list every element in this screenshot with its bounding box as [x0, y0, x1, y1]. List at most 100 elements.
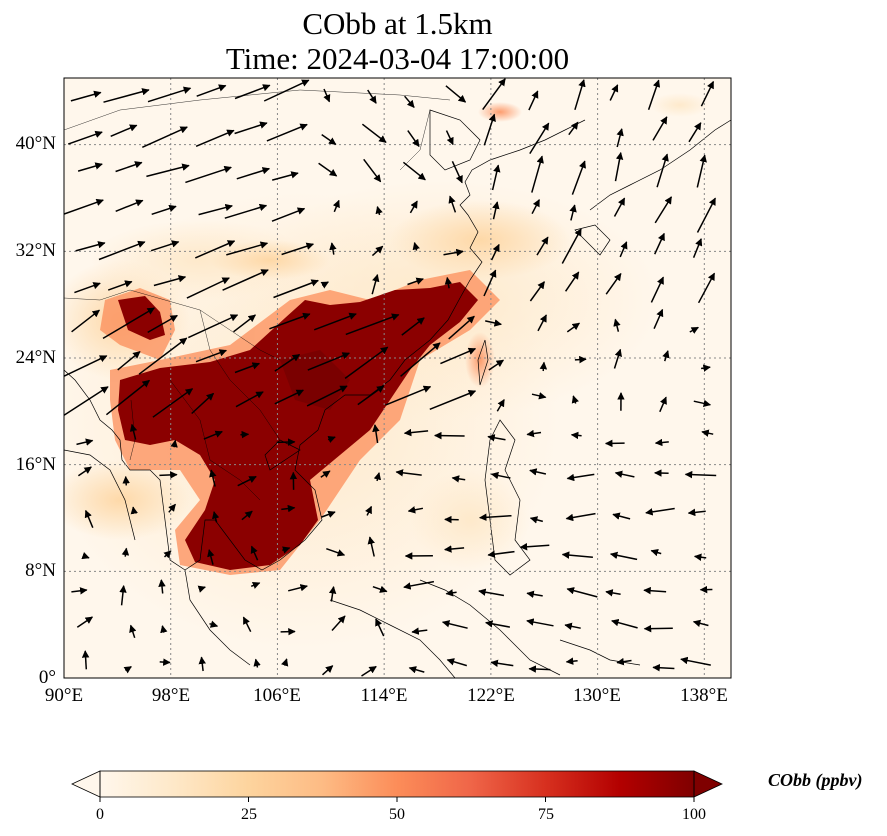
wind-vector-arrow: [485, 620, 511, 628]
wind-vector-arrow: [385, 385, 432, 406]
wind-vector-arrow: [491, 164, 501, 191]
wind-vector-arrow: [234, 362, 261, 374]
wind-vector-arrow: [614, 151, 624, 182]
wind-vector-arrow: [151, 204, 177, 216]
wind-vector-arrow: [236, 167, 271, 180]
wind-vector-arrow: [115, 199, 144, 212]
wind-vector-arrow: [429, 390, 477, 410]
wind-vector-arrow: [605, 589, 621, 597]
wind-vector-arrow: [272, 171, 299, 181]
wind-vector-arrow: [320, 470, 331, 478]
wind-vector-arrow: [496, 398, 505, 412]
wind-vector-arrow: [271, 207, 306, 222]
wind-vector-arrow: [361, 123, 387, 143]
wind-vector-arrow: [276, 438, 296, 446]
wind-vector-arrow: [159, 471, 178, 479]
lon-tick-label-106: 106°E: [253, 685, 301, 706]
wind-vector-arrow: [207, 549, 215, 565]
wind-vectors: [64, 78, 717, 677]
wind-vector-arrow: [647, 79, 661, 110]
wind-vector-arrow: [696, 197, 716, 233]
wind-vector-arrow: [404, 95, 415, 108]
wind-vector-arrow: [659, 396, 667, 413]
wind-vector-arrow: [662, 350, 670, 362]
wind-vector-arrow: [329, 242, 337, 255]
wind-vector-arrow: [71, 309, 100, 333]
wind-vector-arrow: [692, 238, 703, 258]
wind-vector-arrow: [531, 199, 540, 215]
wind-vector-arrow: [531, 392, 547, 400]
wind-vector-arrow: [613, 348, 622, 369]
wind-vector-arrow: [528, 665, 551, 673]
wind-vector-arrow: [195, 349, 228, 363]
colorbar-tick-75: 75: [538, 806, 554, 823]
wind-vector-arrow: [693, 553, 707, 561]
wind-vector-arrow: [444, 276, 453, 289]
wind-vector-arrow: [395, 469, 422, 477]
wind-vector-arrow: [490, 659, 514, 668]
wind-vector-arrow: [196, 84, 227, 97]
wind-vector-arrow: [492, 201, 500, 220]
wind-vector-arrow: [680, 656, 711, 666]
wind-vector-arrow: [75, 241, 106, 252]
wind-vector-arrow: [565, 657, 578, 665]
wind-vector-arrow: [64, 386, 109, 417]
wind-vector-arrow: [561, 551, 593, 559]
wind-vector-arrow: [77, 162, 103, 172]
lat-tick-label-24: 24°N: [15, 347, 56, 368]
wind-vector-arrow: [444, 545, 465, 553]
wind-vector-arrow: [609, 551, 638, 561]
wind-vector-arrow: [565, 512, 596, 522]
wind-vector-arrow: [119, 585, 127, 606]
wind-vector-arrow: [652, 116, 668, 141]
map-title-line2: Time: 2024-03-04 17:00:00: [225, 41, 570, 76]
colorbar-label: CObb (ppbv): [768, 770, 863, 790]
wind-vector-arrow: [656, 153, 669, 188]
wind-vector-arrow: [306, 385, 348, 407]
lat-tick-label-0: 0°: [38, 667, 56, 688]
wind-vector-arrow: [528, 90, 539, 111]
wind-vector-arrow: [81, 650, 90, 670]
wind-vector-arrow: [186, 277, 230, 299]
wind-vector-arrow: [613, 318, 621, 332]
wind-vector-arrow: [696, 154, 707, 188]
wind-vector-arrow: [407, 277, 424, 286]
colorbar-low-extension: [71, 770, 101, 798]
colorbar-gradient: [100, 771, 694, 797]
lat-tick-label-40: 40°N: [15, 133, 56, 154]
wind-vector-arrow: [566, 322, 581, 333]
wind-vector-arrow: [650, 548, 662, 557]
wind-vector-arrow: [529, 122, 550, 154]
wind-vector-arrow: [281, 242, 315, 256]
colorbar: [71, 770, 723, 802]
wind-vector-arrow: [313, 312, 357, 331]
wind-vector-arrow: [402, 161, 426, 181]
wind-vector-arrow: [561, 228, 582, 264]
wind-vector-arrow: [526, 590, 543, 599]
wind-vector-arrow: [371, 245, 384, 257]
wind-vector-arrow: [568, 121, 579, 136]
wind-vector-arrow: [653, 308, 664, 330]
wind-vector-arrow: [321, 133, 337, 146]
wind-vector-arrow: [185, 165, 232, 184]
wind-vector-arrow: [687, 508, 706, 517]
wind-vector-arrow: [321, 510, 336, 518]
wind-vector-arrow: [613, 197, 626, 217]
wind-vector-arrow: [401, 317, 425, 336]
wind-vector-arrow: [614, 470, 635, 478]
wind-vector-arrow: [564, 271, 580, 292]
wind-vector-arrow: [571, 160, 586, 195]
lon-tick-label-138: 138°E: [680, 685, 728, 706]
wind-vector-arrow: [150, 240, 180, 252]
wind-vector-arrow: [344, 346, 389, 380]
map-area: [64, 78, 731, 678]
wind-vector-arrow: [445, 130, 454, 146]
wind-vector-arrow: [282, 546, 291, 554]
wind-vector-arrow: [654, 232, 665, 255]
wind-vector-arrow: [138, 337, 188, 375]
gridlines: [64, 78, 731, 678]
wind-vector-arrow: [345, 313, 400, 336]
wind-vector-arrow: [574, 355, 587, 364]
wind-vector-arrow: [64, 355, 108, 378]
wind-vector-arrow: [71, 587, 88, 595]
